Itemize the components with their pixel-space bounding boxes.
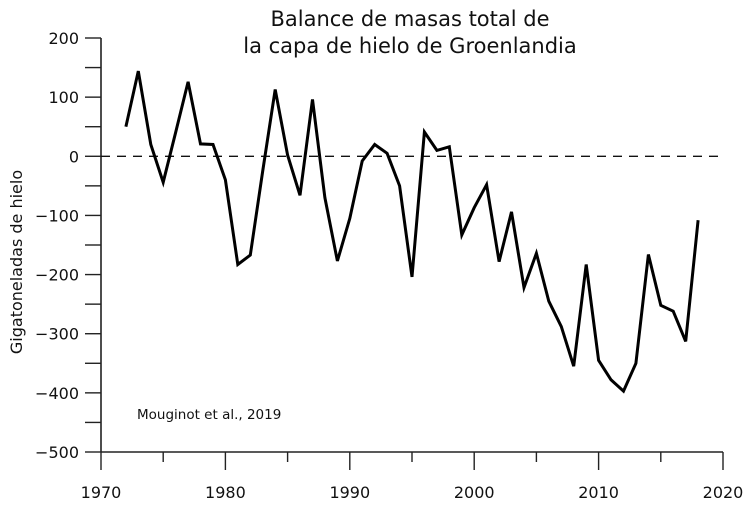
x-tick-label: 2010 xyxy=(578,483,619,502)
y-tick-label: −400 xyxy=(35,384,79,403)
x-tick-label: 2020 xyxy=(703,483,744,502)
x-tick-label: 1990 xyxy=(329,483,370,502)
chart-title-line-1: Balance de masas total de xyxy=(270,7,549,31)
y-tick-label: 0 xyxy=(69,147,79,166)
x-tick-label: 1980 xyxy=(205,483,246,502)
source-annotation: Mouginot et al., 2019 xyxy=(137,407,281,423)
y-tick-label: 200 xyxy=(48,29,79,48)
y-tick-label: −300 xyxy=(35,325,79,344)
y-axis-label: Gigatoneladas de hielo xyxy=(7,170,26,354)
x-tick-label: 1970 xyxy=(81,483,122,502)
series-line xyxy=(124,70,700,394)
x-tick-label: 2000 xyxy=(454,483,495,502)
y-tick-label: −200 xyxy=(35,266,79,285)
y-tick-label: −100 xyxy=(35,206,79,225)
chart-title-line-2: la capa de hielo de Groenlandia xyxy=(243,34,577,58)
y-tick-label: 100 xyxy=(48,88,79,107)
y-tick-label: −500 xyxy=(35,443,79,462)
